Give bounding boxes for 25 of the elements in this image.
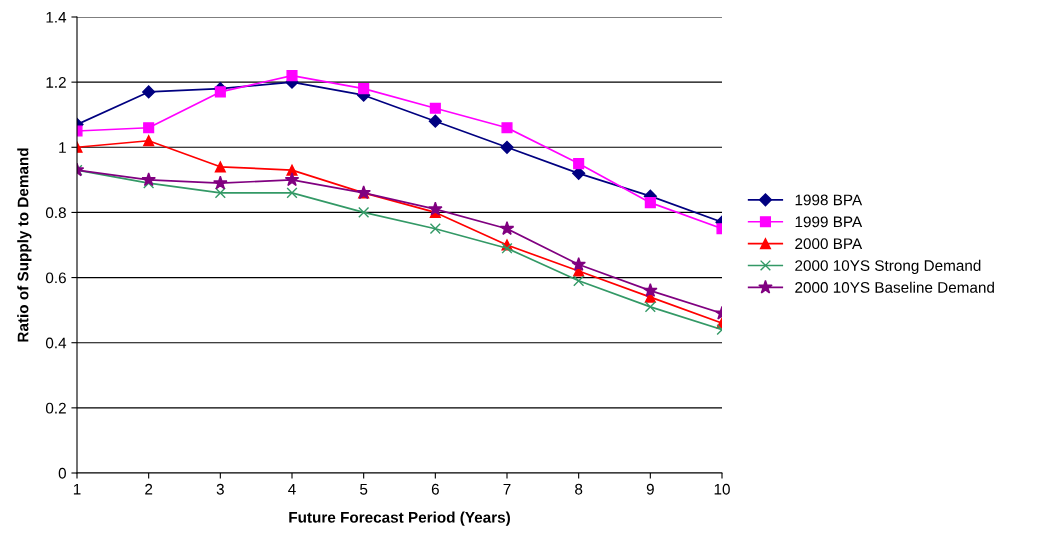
legend-label: 1999 BPA	[795, 216, 863, 228]
x-tick-label: 5	[360, 483, 368, 495]
y-tick-label: 1.4	[46, 12, 67, 23]
x-tick-label: 2	[145, 483, 153, 495]
y-tick-label: 1.2	[46, 77, 66, 88]
y-tick-label: 0.6	[45, 272, 66, 284]
legend-label: 1998 BPA	[795, 194, 863, 206]
y-tick-label: 0.2	[45, 402, 66, 414]
x-tick-label: 1	[73, 483, 81, 495]
y-tick-label: 1	[59, 142, 66, 153]
x-tick-label: 7	[503, 483, 511, 495]
x-tick-label: 3	[216, 483, 224, 495]
y-tick-label: 0	[58, 467, 66, 479]
y-axis-title: Ratio of Supply to Demand	[17, 148, 32, 342]
x-tick-label: 9	[646, 483, 654, 495]
legend-label: 2000 BPA	[795, 238, 863, 250]
y-tick-label: 0.8	[45, 207, 66, 219]
x-axis-title: Future Forecast Period (Years)	[289, 511, 510, 526]
x-tick-label: 8	[575, 483, 583, 495]
x-tick-label: 10	[714, 483, 730, 495]
x-tick-label: 4	[288, 483, 296, 495]
legend-label: 2000 10YS Strong Demand	[795, 259, 981, 274]
legend-label: 2000 10YS Baseline Demand	[795, 281, 994, 293]
y-tick-label: 0.4	[45, 337, 67, 349]
x-tick-label: 6	[431, 483, 439, 495]
